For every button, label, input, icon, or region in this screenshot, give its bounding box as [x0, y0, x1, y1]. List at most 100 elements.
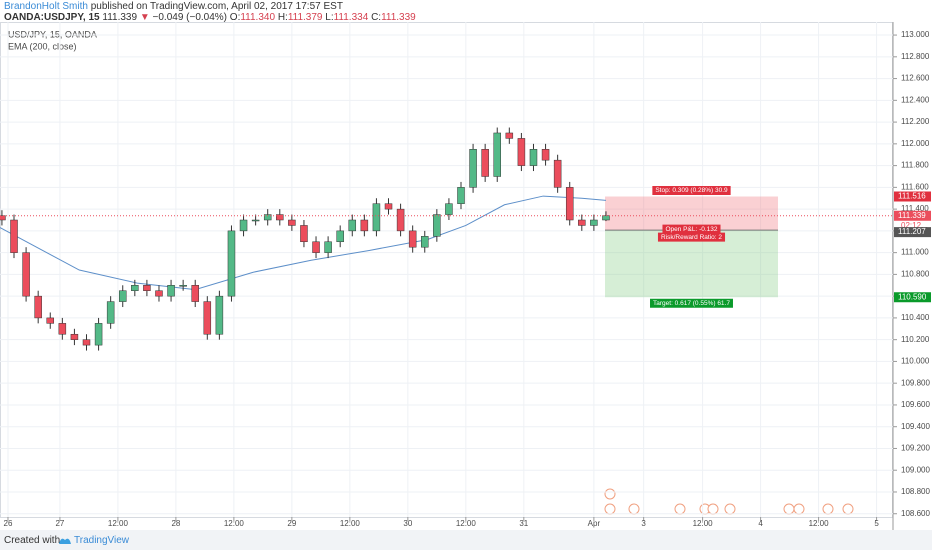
publish-line: BrandonHolt Smith published on TradingVi… — [4, 1, 343, 12]
x-tick-label: 30 — [403, 519, 412, 528]
rr-label: Risk/Reward Ratio: 2 — [661, 234, 722, 241]
chart-title: USD/JPY, 15, OANDA — [8, 29, 97, 39]
high: 111.379 — [287, 12, 323, 23]
y-tick-label: 112.800 — [901, 52, 930, 61]
y-tick-label: 110.200 — [901, 335, 930, 344]
stop-price-tag: 111.516 — [898, 192, 926, 201]
candle-body — [179, 285, 187, 287]
candle-body — [433, 214, 441, 237]
x-tick-label: 12:00 — [224, 519, 245, 528]
y-tick-label: 110.400 — [901, 313, 930, 322]
c-label: C: — [371, 12, 382, 23]
candle-body — [481, 149, 489, 177]
entry-price-tag: 111.207 — [898, 227, 926, 236]
stop-zone — [604, 196, 778, 231]
x-tick-label: 12:00 — [108, 519, 129, 528]
y-tick-label: 110.000 — [901, 357, 930, 366]
x-tick-label: 4 — [758, 519, 763, 528]
open: 111.340 — [240, 12, 276, 23]
candle-body — [348, 219, 357, 232]
y-tick-label: 112.200 — [901, 117, 930, 126]
publish-info: published on TradingView.com, April 02, … — [90, 1, 343, 12]
candle-body — [312, 241, 320, 253]
candle-body — [263, 214, 272, 221]
change: −0.049 (−0.04%) — [152, 12, 228, 23]
stop-label-bg — [652, 186, 731, 196]
candle-body — [191, 285, 199, 302]
arrow: ▼ — [139, 12, 150, 23]
candle-body — [203, 301, 212, 335]
quote-line: OANDA:USDJPY, 15 111.339 ▼ −0.049 (−0.04… — [4, 12, 416, 23]
candle-body — [276, 214, 284, 221]
candle-body — [421, 236, 429, 248]
last-price-tag-bg — [894, 210, 931, 221]
l-label: L: — [325, 12, 334, 23]
candle-body — [70, 333, 79, 340]
target-price-tag-bg — [894, 292, 931, 303]
x-tick-label: 27 — [55, 519, 64, 528]
x-tick-label: 3 — [641, 519, 646, 528]
candle-body — [143, 285, 151, 291]
candle-body — [505, 132, 514, 139]
y-tick-label: 109.000 — [901, 465, 930, 474]
candle-body — [469, 149, 477, 188]
y-tick-label: 111.600 — [901, 182, 929, 191]
entry-price-tag-bg — [894, 227, 931, 238]
candle-body — [155, 290, 163, 297]
x-tick-label: 26 — [4, 519, 13, 528]
last-price-tag: 111.339 — [898, 211, 926, 220]
candle-body — [578, 219, 586, 226]
candle-body — [493, 132, 501, 177]
y-tick-label: 109.600 — [901, 400, 930, 409]
x-tick-label: 5 — [874, 519, 879, 528]
candle-body — [541, 149, 550, 161]
y-tick-label: 112.400 — [901, 95, 930, 104]
y-tick-label: 111.000 — [901, 248, 929, 257]
logo-icon — [59, 538, 71, 544]
candle-body — [336, 230, 344, 243]
indicator-legend: EMA (200, close) — [8, 41, 77, 51]
brand[interactable]: TradingView — [74, 535, 130, 546]
candle-body — [408, 230, 417, 248]
target-label-bg — [650, 298, 733, 308]
grid — [0, 22, 893, 517]
x-tick-label: 12:00 — [340, 519, 361, 528]
low: 111.334 — [333, 12, 369, 23]
author[interactable]: BrandonHolt Smith — [4, 1, 88, 12]
candle-body — [396, 208, 405, 232]
candle-body — [0, 215, 6, 221]
created-with: Created with — [4, 535, 61, 546]
candle-body — [22, 252, 30, 297]
y-tick-label: 112.000 — [901, 139, 930, 148]
rr-label-bg — [657, 232, 726, 242]
candle-body — [46, 317, 55, 324]
candle-body — [94, 323, 103, 346]
close: 111.339 — [381, 12, 416, 23]
event-icons — [604, 488, 854, 515]
candle-body — [360, 219, 369, 232]
x-tick-label: 28 — [171, 519, 180, 528]
h-label: H: — [277, 12, 288, 23]
candle-body — [553, 159, 562, 188]
o-label: O: — [229, 12, 241, 23]
y-tick-label: 108.600 — [901, 509, 930, 518]
candle-body — [215, 295, 224, 335]
x-tick-label: 31 — [519, 519, 528, 528]
candle-body — [517, 138, 526, 166]
candle-body — [34, 295, 42, 319]
footer: Created with TradingView — [0, 530, 932, 550]
last: 111.339 — [102, 12, 138, 23]
candle-body — [288, 219, 296, 226]
candle-body — [457, 187, 465, 204]
candle-body — [384, 203, 393, 210]
candle-body — [131, 285, 139, 291]
candle-body — [118, 290, 127, 302]
candle-body — [227, 230, 236, 297]
pnl-label: Open P&L: -0.132 — [665, 226, 717, 233]
candle-body — [239, 219, 248, 232]
candle-body — [167, 285, 175, 297]
candle-body — [10, 219, 18, 253]
symbol: OANDA:USDJPY, 15 — [4, 12, 100, 23]
target-label: Target: 0.617 (0.55%) 61.7 — [653, 300, 730, 307]
